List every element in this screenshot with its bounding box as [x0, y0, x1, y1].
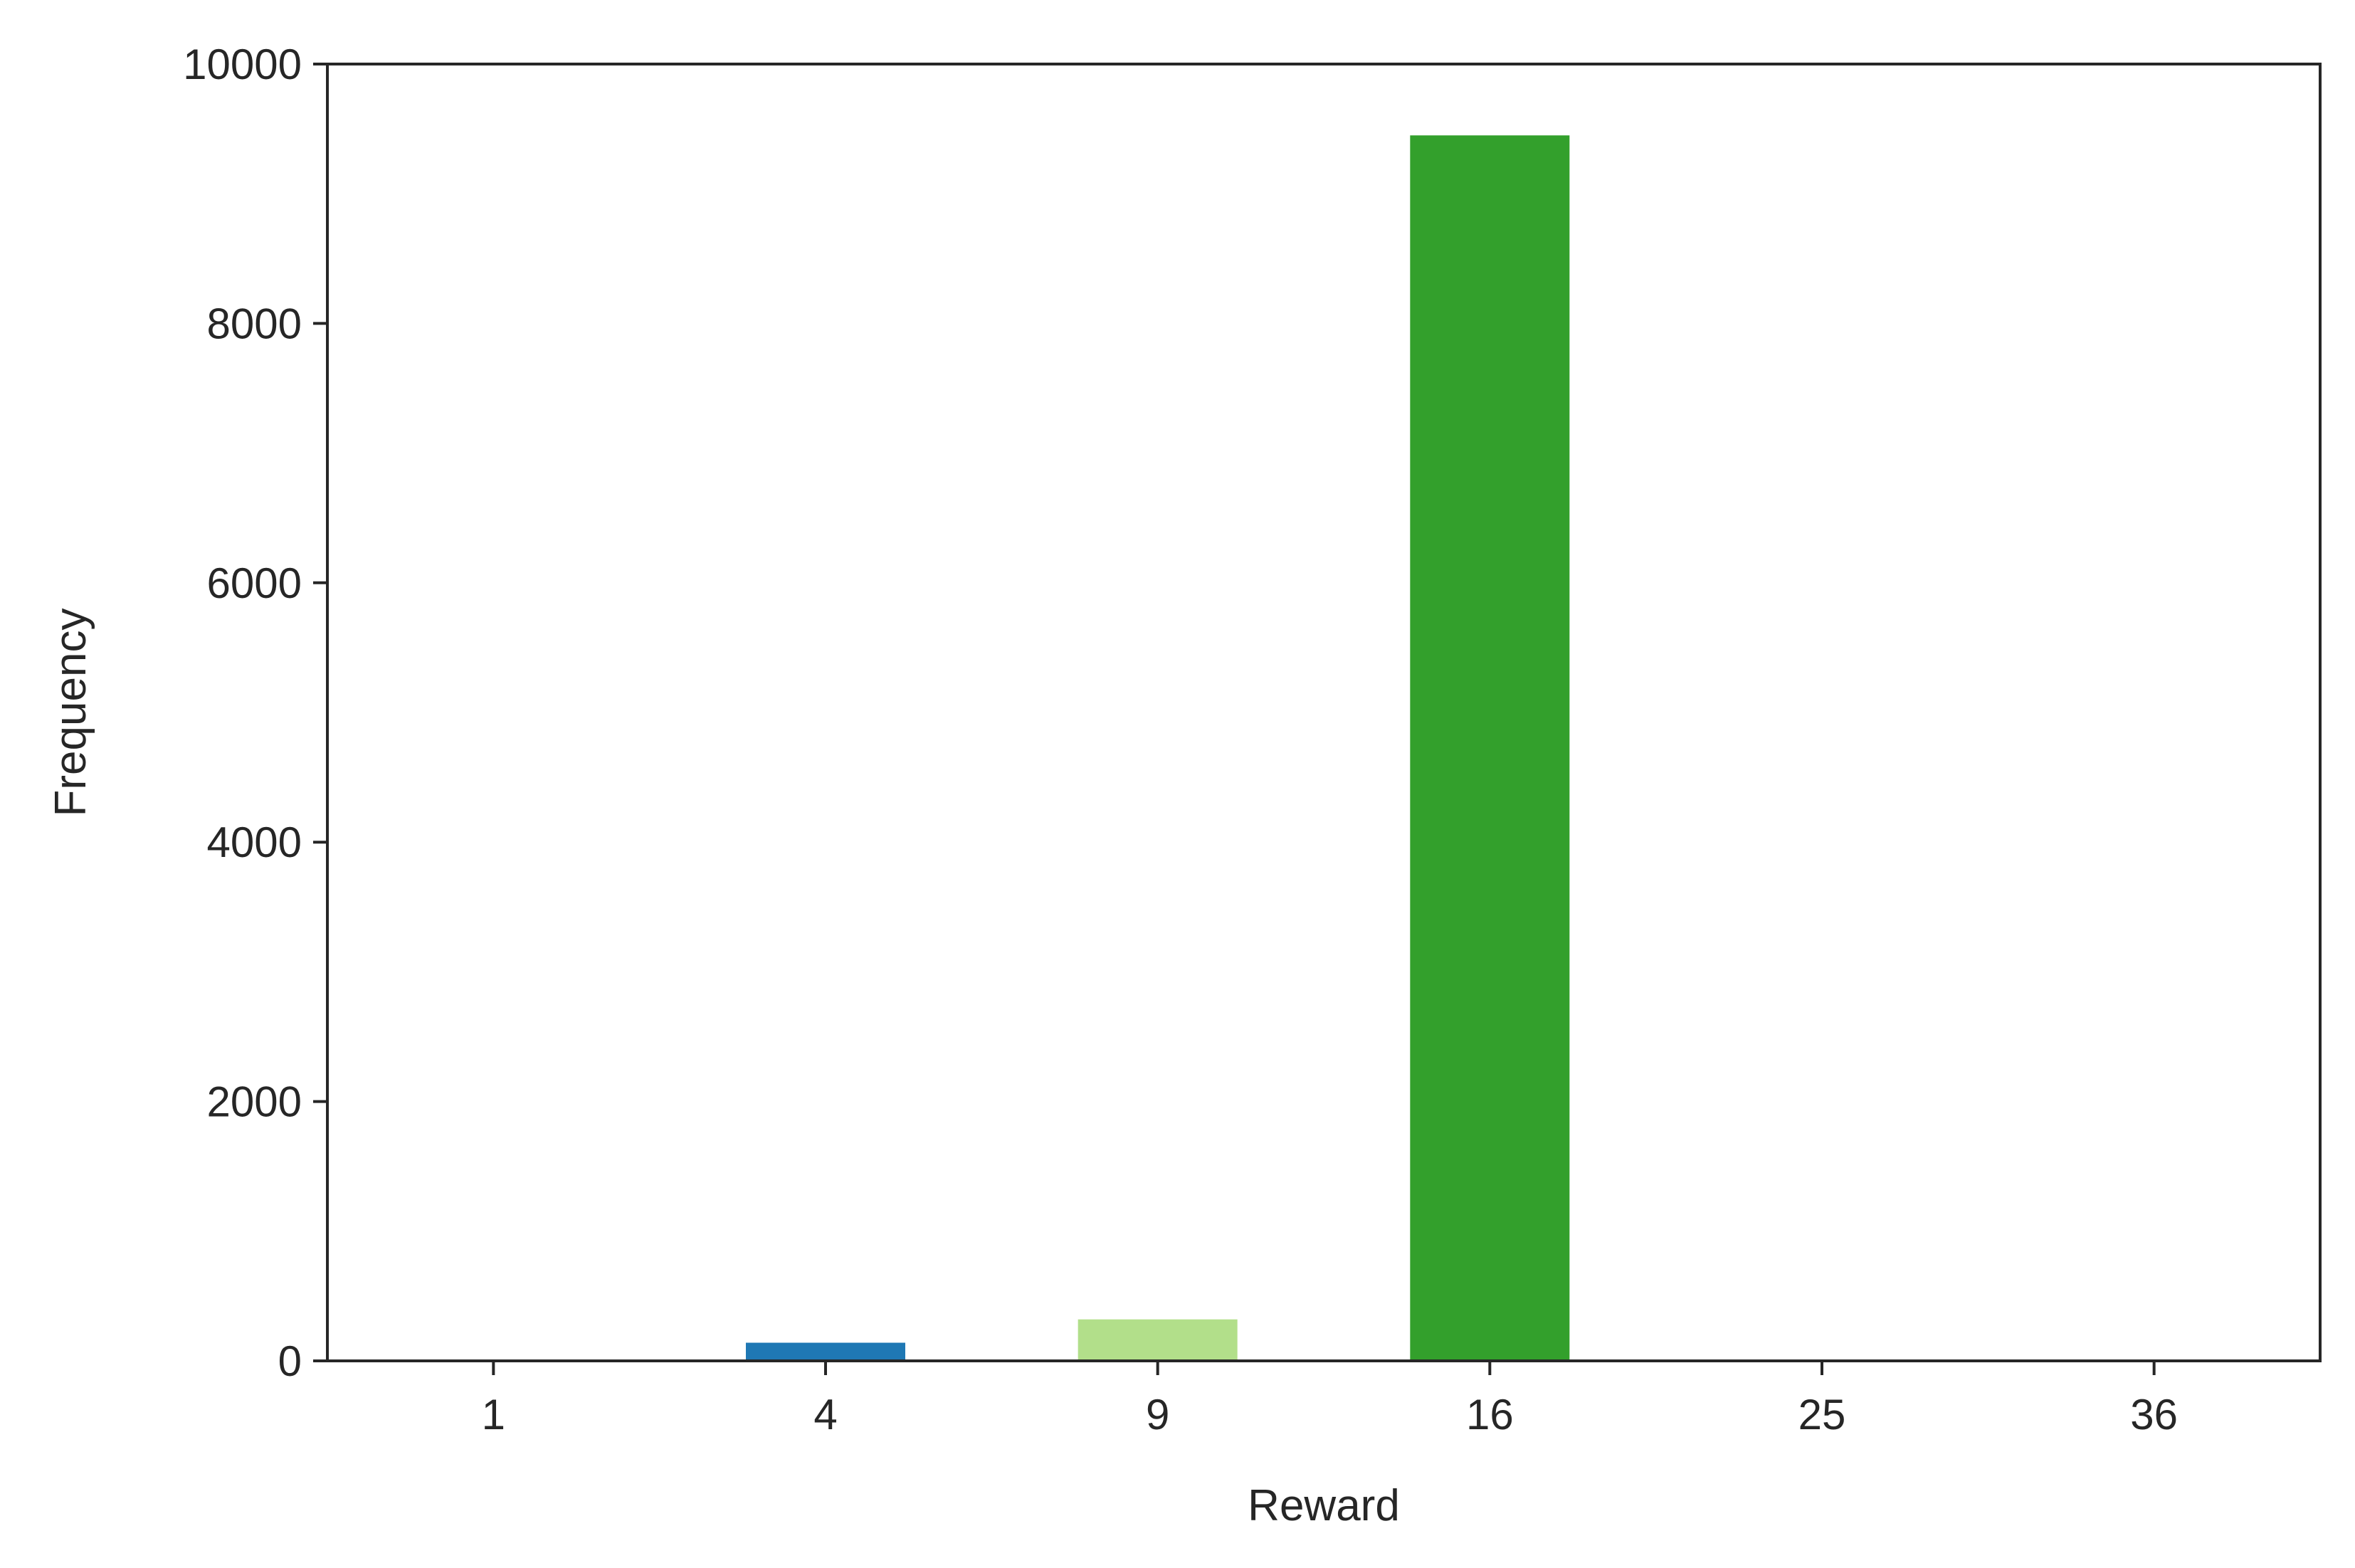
y-tick-label: 0 — [278, 1337, 302, 1385]
y-tick-label: 6000 — [207, 559, 302, 607]
x-tick-label: 1 — [482, 1391, 505, 1438]
x-tick-label: 36 — [2130, 1391, 2178, 1438]
y-tick-label: 4000 — [207, 819, 302, 866]
x-axis-label: Reward — [1248, 1481, 1400, 1530]
y-tick-label: 8000 — [207, 300, 302, 347]
y-axis-ticks: 0 2000 4000 6000 8000 10000 — [183, 41, 327, 1385]
bar-4 — [746, 1342, 905, 1361]
plot-frame — [326, 63, 2322, 1362]
x-tick-label: 9 — [1146, 1391, 1169, 1438]
bar-9 — [1078, 1319, 1238, 1361]
bar-16 — [1410, 135, 1570, 1362]
y-tick-label: 10000 — [183, 41, 302, 88]
x-tick-label: 25 — [1798, 1391, 1846, 1438]
y-axis-label: Frequency — [46, 609, 95, 817]
y-tick-label: 2000 — [207, 1078, 302, 1126]
x-axis-ticks: 1 4 9 16 25 36 — [482, 1361, 2178, 1438]
x-tick-label: 4 — [813, 1391, 837, 1438]
x-tick-label: 16 — [1466, 1391, 1514, 1438]
bars-group — [746, 135, 1570, 1362]
